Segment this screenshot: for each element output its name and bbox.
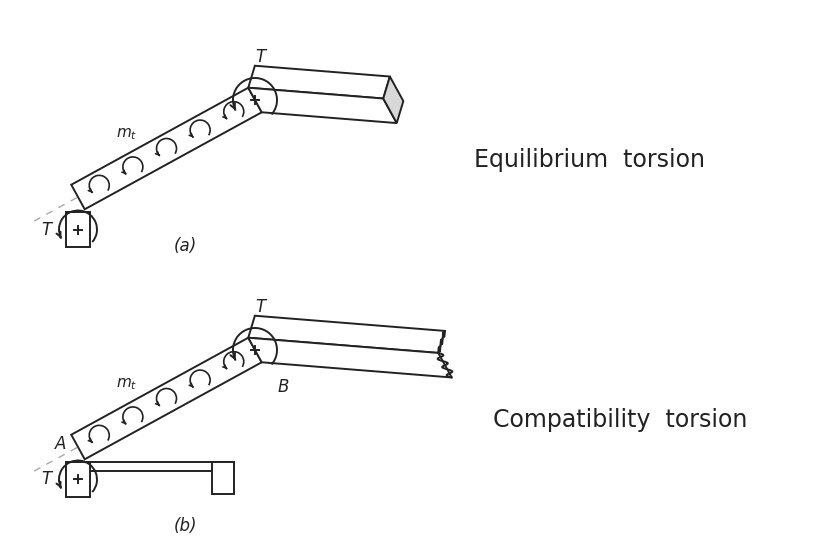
Text: T: T	[255, 298, 265, 316]
Polygon shape	[383, 76, 403, 123]
Polygon shape	[66, 462, 90, 497]
Text: T: T	[255, 48, 265, 66]
Text: Equilibrium  torsion: Equilibrium torsion	[474, 148, 705, 172]
Polygon shape	[248, 338, 451, 377]
Polygon shape	[212, 462, 233, 494]
Polygon shape	[66, 212, 90, 247]
Text: (a): (a)	[173, 237, 196, 255]
Text: $m_t$: $m_t$	[116, 126, 137, 142]
Text: Compatibility  torsion: Compatibility torsion	[492, 408, 746, 432]
Polygon shape	[248, 316, 445, 353]
Text: B: B	[277, 378, 289, 396]
Text: T: T	[41, 221, 51, 239]
Polygon shape	[248, 65, 389, 98]
Polygon shape	[71, 87, 262, 210]
Polygon shape	[248, 87, 397, 123]
Text: (b): (b)	[173, 517, 196, 535]
Text: $m_t$: $m_t$	[116, 376, 137, 392]
Text: T: T	[41, 470, 51, 488]
Text: A: A	[55, 435, 66, 453]
Polygon shape	[66, 462, 233, 471]
Polygon shape	[71, 338, 262, 459]
